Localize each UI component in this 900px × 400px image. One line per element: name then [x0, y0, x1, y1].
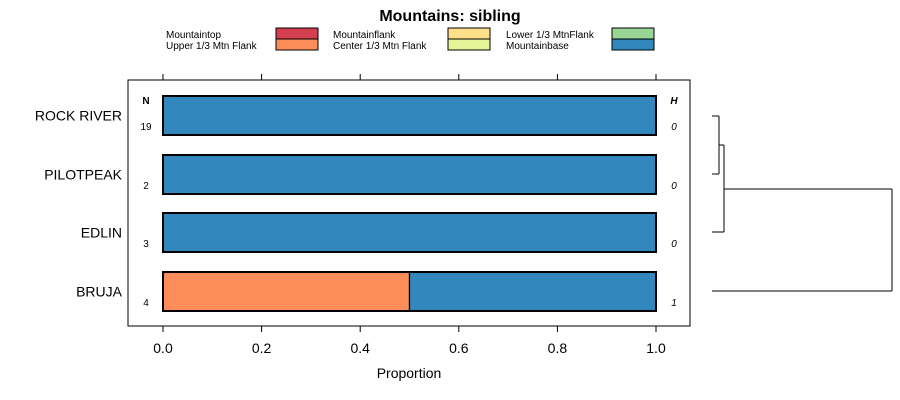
- legend-label: Upper 1/3 Mtn Flank: [166, 41, 258, 52]
- dendrogram: [712, 115, 893, 292]
- n-value: 2: [143, 181, 149, 192]
- plot-frame: [127, 79, 691, 327]
- bar-row: ROCK RIVER 19 0: [35, 95, 677, 136]
- chart-title: Mountains: sibling: [379, 8, 520, 25]
- legend-label: Mountaintop: [166, 30, 221, 41]
- bar-outline: [162, 154, 657, 195]
- legend-label: Center 1/3 Mtn Flank: [333, 41, 427, 52]
- legend-swatch: [275, 27, 319, 40]
- bar-outline: [162, 271, 657, 312]
- legend-swatch: [275, 38, 319, 51]
- x-tick-label: 0.4: [350, 340, 370, 356]
- legend-label: Mountainbase: [506, 41, 569, 52]
- x-tick-label: 0.2: [252, 340, 272, 356]
- n-value: 3: [143, 239, 149, 250]
- h-value: 0: [671, 181, 677, 192]
- h-value: 0: [671, 239, 677, 250]
- x-axis: 0.0 0.2 0.4 0.6 0.8 1.0: [153, 326, 666, 356]
- legend-swatch: [611, 38, 655, 51]
- bar-segment: [162, 212, 657, 253]
- x-tick-label: 0.6: [449, 340, 469, 356]
- n-column-header: N: [142, 96, 149, 107]
- x-tick-label: 0.8: [548, 340, 568, 356]
- bar-segment: [408, 271, 657, 312]
- h-column-header: H: [670, 96, 678, 107]
- bar-segment: [162, 95, 657, 136]
- bar-row: EDLIN 3 0: [81, 212, 677, 253]
- bar-outline: [162, 212, 657, 253]
- bar-segment: [162, 271, 411, 312]
- category-label: BRUJA: [76, 284, 123, 300]
- bar-outline: [162, 95, 657, 136]
- bar-rows: ROCK RIVER 19 0 PILOTPEAK 2 0 EDLIN 3 0 BRUJA 4 1: [35, 95, 677, 312]
- bar-row: PILOTPEAK 2 0: [44, 154, 677, 195]
- category-label: ROCK RIVER: [35, 108, 122, 124]
- bar-row: BRUJA 4 1: [76, 271, 677, 312]
- legend-swatch: [447, 38, 491, 51]
- top-axis-ticks: [162, 74, 657, 80]
- x-axis-title: Proportion: [377, 365, 442, 381]
- legend-label: Lower 1/3 MtnFlank: [506, 30, 595, 41]
- legend-label: Mountainflank: [333, 30, 396, 41]
- bar-segment: [162, 154, 657, 195]
- n-value: 19: [140, 122, 152, 133]
- x-tick-label: 0.0: [153, 340, 173, 356]
- x-tick-label: 1.0: [646, 340, 666, 356]
- h-value: 0: [671, 122, 677, 133]
- legend-swatch: [611, 27, 655, 40]
- h-value: 1: [671, 298, 677, 309]
- category-label: EDLIN: [81, 225, 122, 241]
- n-value: 4: [143, 298, 149, 309]
- legend-swatch: [447, 27, 491, 40]
- category-label: PILOTPEAK: [44, 167, 122, 183]
